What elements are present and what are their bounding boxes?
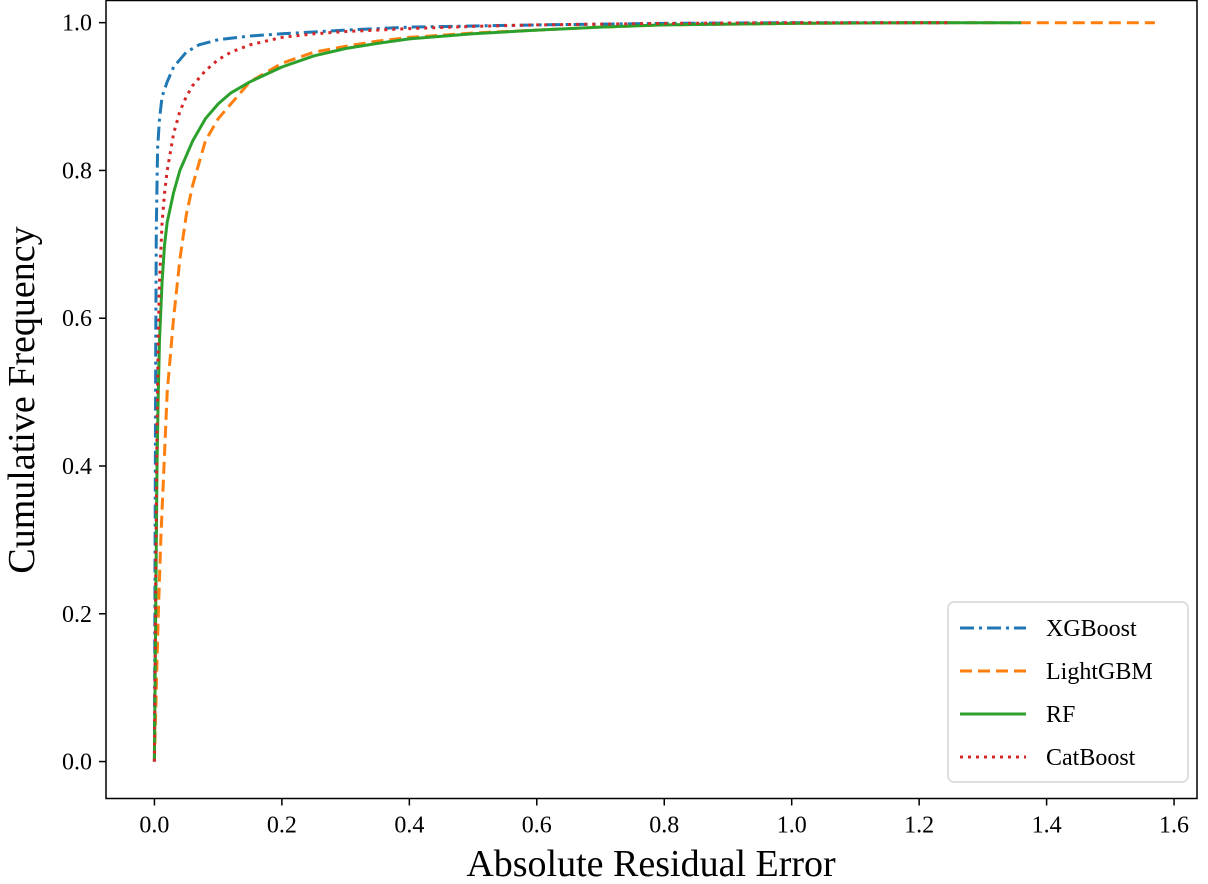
series-line-rf (152, 21, 1022, 762)
legend-label-lightgbm: LightGBM (1046, 659, 1153, 685)
x-axis: 0.0 0.2 0.4 0.6 0.8 1.0 1.2 1.4 1.6 (139, 798, 1189, 839)
legend: XGBoost LightGBM RF CatBoost (947, 601, 1189, 783)
series-layer (152, 21, 1155, 762)
y-tick-label: 1.0 (62, 11, 92, 37)
y-axis: 0.0 0.2 0.4 0.6 0.8 1.0 (62, 11, 106, 776)
x-tick-label: 1.4 (1032, 813, 1062, 839)
x-tick-label: 1.2 (904, 813, 934, 839)
y-axis-title: Cumulative Frequency (1, 226, 43, 573)
y-tick-label: 0.6 (62, 306, 92, 332)
x-tick-label: 0.0 (139, 813, 169, 839)
legend-label-xgboost: XGBoost (1046, 616, 1137, 642)
series-line-catboost (152, 21, 951, 762)
x-tick-label: 1.0 (777, 813, 807, 839)
x-axis-title: Absolute Residual Error (466, 843, 836, 884)
x-tick-label: 0.2 (267, 813, 297, 839)
series-line-xgboost (152, 21, 951, 762)
x-tick-label: 0.6 (522, 813, 552, 839)
y-tick-label: 0.8 (62, 158, 92, 184)
x-tick-label: 1.6 (1159, 813, 1189, 839)
legend-label-rf: RF (1046, 702, 1075, 728)
legend-label-catboost: CatBoost (1046, 745, 1136, 771)
legend-box (947, 601, 1189, 783)
plot-frame (105, 0, 1198, 800)
x-tick-label: 0.4 (394, 813, 424, 839)
y-tick-label: 0.0 (62, 750, 92, 776)
x-tick-label: 0.8 (649, 813, 679, 839)
y-tick-label: 0.4 (62, 454, 92, 480)
y-tick-label: 0.2 (62, 602, 92, 628)
